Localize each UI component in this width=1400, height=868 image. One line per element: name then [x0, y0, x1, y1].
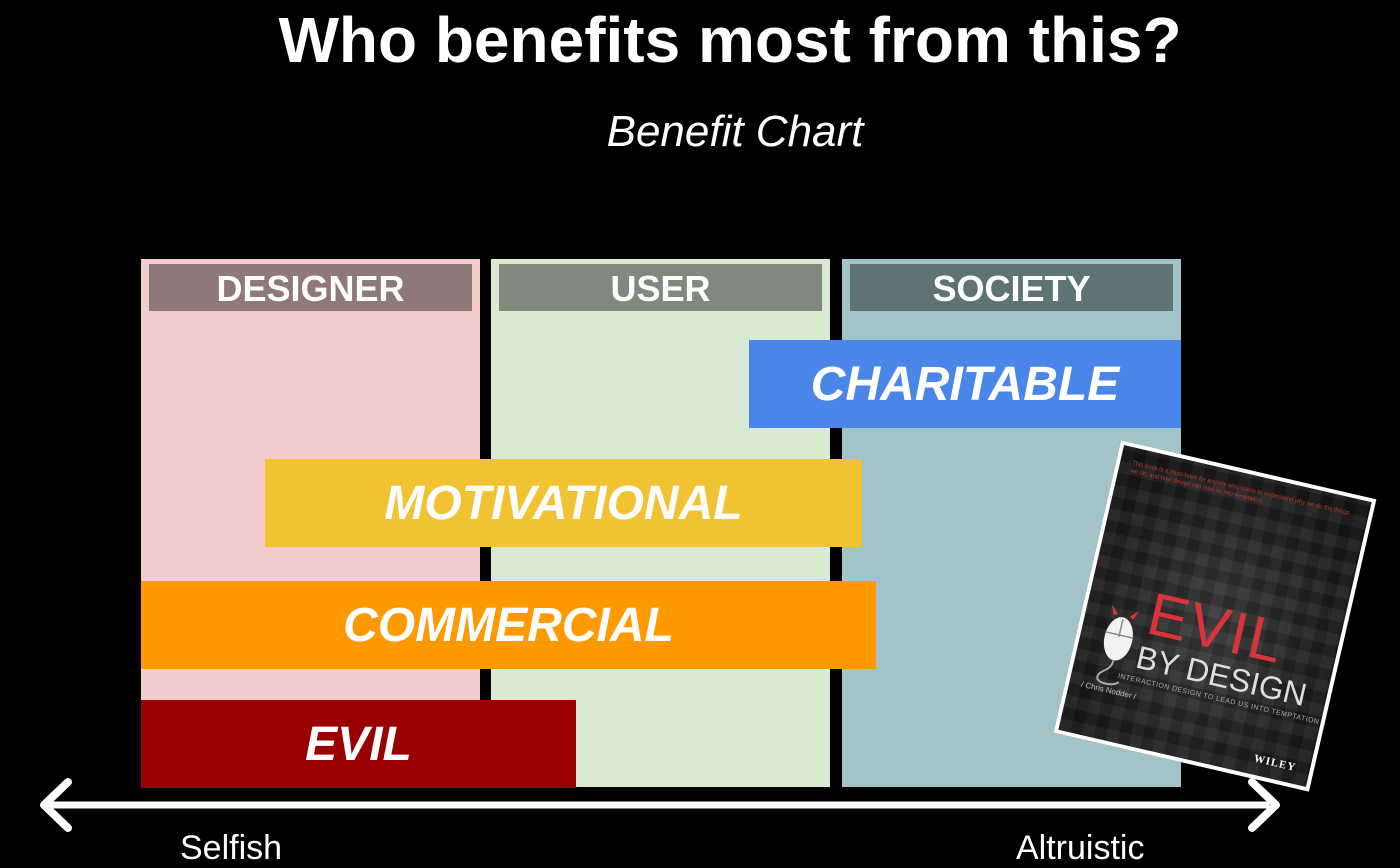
- column-header-user: USER: [499, 264, 822, 311]
- band-motivational: MOTIVATIONAL: [265, 459, 862, 547]
- axis-label-selfish: Selfish: [180, 829, 283, 867]
- slide-subtitle: Benefit Chart: [606, 107, 864, 156]
- band-charitable: CHARITABLE: [749, 340, 1181, 428]
- axis-label-altruistic: Altruistic: [1016, 829, 1145, 867]
- column-header-society: SOCIETY: [850, 264, 1173, 311]
- evil-by-design-book-cover: This book is a must-have for anyone who …: [1053, 440, 1377, 792]
- band-evil: EVIL: [141, 700, 576, 788]
- band-commercial: COMMERCIAL: [141, 581, 876, 669]
- column-header-designer: DESIGNER: [149, 264, 472, 311]
- devil-mouse-icon: [1096, 604, 1140, 686]
- slide-title: Who benefits most from this?: [278, 4, 1182, 76]
- selfish-altruistic-axis-arrow: [40, 778, 1280, 832]
